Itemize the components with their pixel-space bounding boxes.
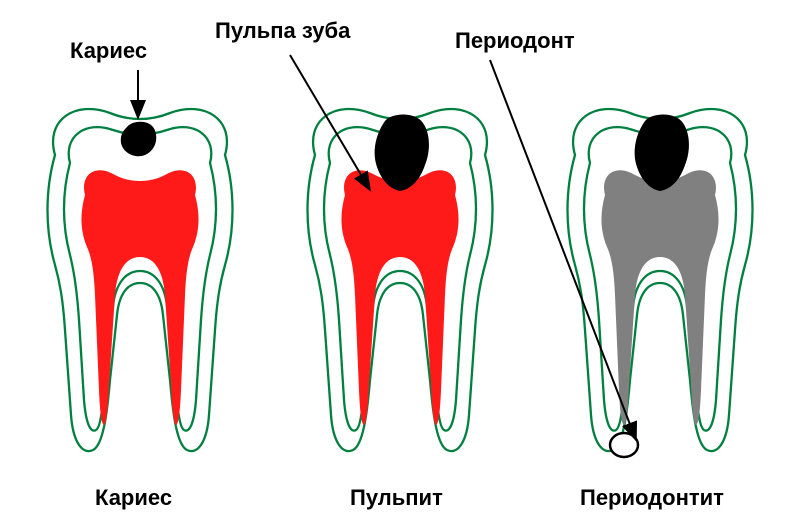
pulp-caries	[81, 170, 198, 425]
cavity-caries	[121, 122, 156, 157]
arrow-pulp	[290, 55, 370, 190]
tooth-periodontitis	[568, 109, 753, 457]
pulp-periodontitis	[601, 170, 718, 425]
diagram-svg	[0, 0, 800, 525]
tooth-caries	[48, 109, 233, 451]
pulp-pulpitis	[341, 170, 458, 425]
tooth-pulpitis	[308, 109, 493, 451]
